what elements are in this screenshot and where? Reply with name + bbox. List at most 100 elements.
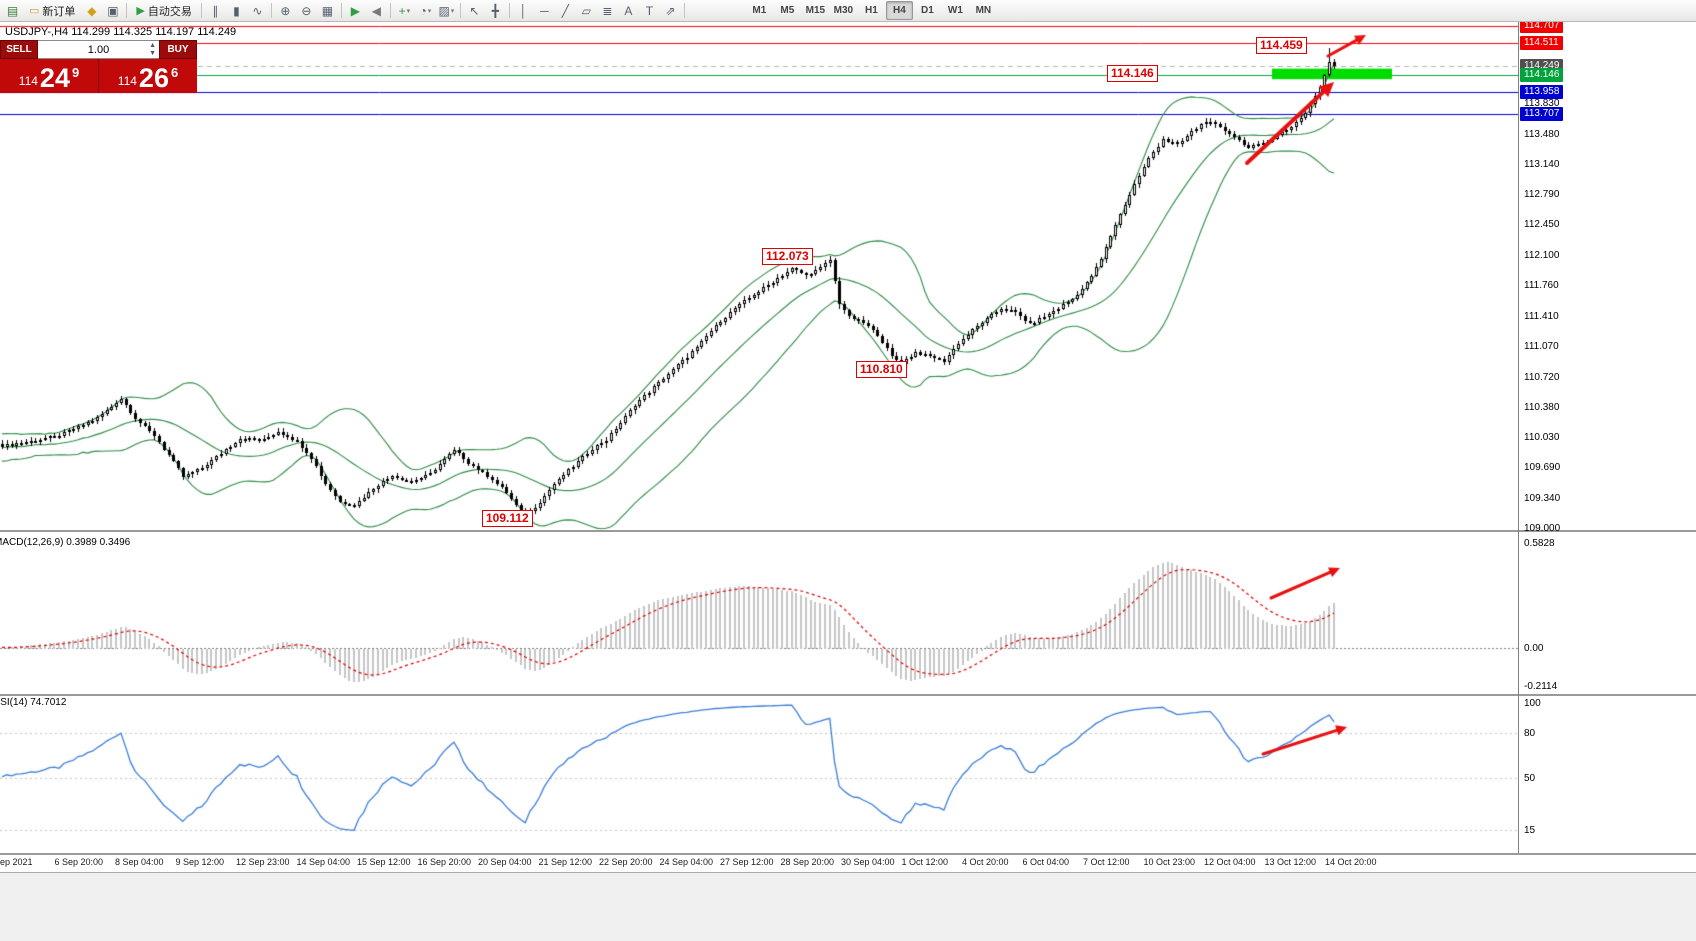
timeframe-d1[interactable]: D1 — [920, 5, 934, 16]
price-level-label-green[interactable]: 114.146 — [1520, 68, 1564, 83]
volume-value: 1.00 — [87, 43, 110, 56]
price-tick-label: 109.340 — [1524, 493, 1561, 505]
zoom-in-icon[interactable]: ⊕ — [275, 1, 296, 20]
rsi-indicator-label: RSI(14) 74.7012 — [0, 697, 67, 708]
crosshair-icon[interactable]: ╋ — [485, 1, 506, 20]
price-tick-label: 112.100 — [1524, 250, 1560, 262]
new-order-button-icon: ▭ — [29, 5, 40, 17]
main-macd-splitter[interactable] — [0, 530, 1696, 532]
profile-icon[interactable]: ▣ — [102, 1, 123, 20]
time-axis-label: 12 Oct 04:00 — [1204, 857, 1256, 867]
icon-glyph: ◀ — [371, 3, 381, 18]
buy-price-main: 26 — [138, 63, 169, 93]
toolbar-separator — [200, 3, 202, 18]
price-tick-label: 113.480 — [1524, 128, 1560, 140]
label-icon[interactable]: T — [639, 1, 660, 20]
new-order-button[interactable]: ▭ 新订单 — [23, 1, 81, 20]
vertical-line-icon[interactable]: │ — [513, 1, 534, 20]
icon-glyph: │ — [519, 3, 528, 18]
zoom-out-icon[interactable]: ⊖ — [296, 1, 317, 20]
horizontal-line-icon[interactable]: ─ — [534, 1, 555, 20]
icon-glyph: + — [398, 3, 406, 18]
time-axis-label: 21 Sep 12:00 — [538, 857, 593, 867]
icon-glyph: ≣ — [602, 3, 613, 18]
chart-shift-icon[interactable]: ◀ — [366, 1, 387, 20]
toolbar-separator — [389, 3, 391, 18]
price-annotation[interactable]: 114.146 — [1107, 65, 1158, 82]
one-click-trading-panel: SELL 1.00 ▲ ▼ BUY 114 24 9 114 26 6 — [0, 40, 197, 93]
sell-price-main: 24 — [39, 63, 70, 93]
timeframe-m1[interactable]: M1 — [752, 5, 767, 16]
trendline-icon[interactable]: ╱ — [555, 1, 576, 20]
buy-price-button[interactable]: 114 26 6 — [99, 59, 197, 93]
toolbar: ▤ ▭ 新订单 ◆ ▣ ▶ 自动交易 ∥ ▮ ∿ ⊕ ⊖ ▦ ▶ ◀ + ▾ ◔ ▾ ▨ ▾ ↖ ╋ │ ─ ╱ ▱ ≣ A T ⇗ M1 M… — [0, 0, 1696, 22]
text-icon[interactable]: A — [618, 1, 639, 20]
templates-icon[interactable]: ▨ ▾ — [436, 1, 457, 20]
autotrading-button-label: 自动交易 — [147, 5, 192, 18]
timeframe-w1[interactable]: W1 — [947, 5, 963, 16]
time-axis-label: 13 Oct 12:00 — [1264, 857, 1317, 867]
time-axis-label: 14 Oct 20:00 — [1325, 857, 1377, 867]
icon-glyph: ⇗ — [665, 3, 676, 18]
time-axis-label: 4 Oct 20:00 — [962, 857, 1009, 867]
dropdown-arrow-icon: ▾ — [450, 7, 455, 15]
timeframe-group: M1 M5 M15 M30 H1 H4 D1 W1 MN — [746, 1, 997, 20]
macd-scale-label: 0.5828 — [1524, 538, 1555, 550]
dropdown-arrow-icon: ▾ — [427, 7, 432, 15]
volume-field[interactable]: 1.00 ▲ ▼ — [38, 40, 159, 59]
indicators-icon[interactable]: + ▾ — [394, 1, 415, 20]
time-axis-label: 10 Oct 23:00 — [1143, 857, 1196, 867]
volume-up-icon[interactable]: ▲ — [149, 42, 156, 49]
price-level-label-blue[interactable]: 113.707 — [1520, 106, 1564, 121]
price-annotation[interactable]: 114.459 — [1256, 37, 1307, 54]
timeframe-m15[interactable]: M15 — [805, 5, 826, 16]
icon-glyph: ▤ — [6, 3, 19, 18]
cursor-icon[interactable]: ↖ — [464, 1, 485, 20]
volume-down-icon[interactable]: ▼ — [149, 50, 156, 57]
market-watch-icon[interactable]: ◆ — [81, 1, 102, 20]
time-axis-separator — [0, 853, 1696, 855]
tile-windows-icon[interactable]: ▦ — [317, 1, 338, 20]
price-annotation[interactable]: 109.112 — [482, 510, 533, 527]
time-axis-label: 27 Sep 12:00 — [720, 857, 774, 867]
timeframe-mn[interactable]: MN — [975, 5, 992, 16]
channel-icon[interactable]: ▱ — [576, 1, 597, 20]
price-level-label-red[interactable]: 114.511 — [1520, 36, 1563, 51]
time-axis-label: 20 Sep 04:00 — [478, 857, 532, 867]
price-tick-label: 111.410 — [1524, 310, 1559, 322]
sell-button[interactable]: SELL — [0, 40, 38, 59]
icon-glyph: ▨ — [438, 3, 450, 18]
buy-button[interactable]: BUY — [159, 40, 197, 59]
rsi-scale-label: 80 — [1524, 727, 1536, 739]
chart-ohlc-header: USDJPY-,H4 114.299 114.325 114.197 114.2… — [5, 26, 237, 38]
time-axis-label: 24 Sep 04:00 — [659, 857, 714, 867]
price-level-label-blue[interactable]: 113.958 — [1520, 84, 1564, 99]
time-axis-label: 12 Sep 23:00 — [236, 857, 290, 867]
volume-spinner[interactable]: ▲ ▼ — [149, 42, 156, 58]
periods-icon[interactable]: ◔ ▾ — [415, 1, 436, 20]
timeframe-m30[interactable]: M30 — [833, 5, 854, 16]
price-annotation[interactable]: 112.073 — [762, 248, 813, 265]
bar-chart-icon[interactable]: ∥ — [205, 1, 226, 20]
price-tick-label: 110.030 — [1524, 432, 1560, 444]
line-chart-icon[interactable]: ∿ — [247, 1, 268, 20]
autotrading-button[interactable]: ▶ 自动交易 — [130, 1, 197, 20]
sell-price-button[interactable]: 114 24 9 — [0, 59, 99, 93]
price-level-label-red[interactable]: 114.707 — [1520, 18, 1564, 33]
arrows-tool-icon[interactable]: ⇗ — [660, 1, 681, 20]
macd-indicator-label: MACD(12,26,9) 0.3989 0.3496 — [0, 537, 131, 548]
timeframe-h1[interactable]: H1 — [864, 5, 878, 16]
new-chart-icon[interactable]: ▤ — [2, 1, 23, 20]
chart-canvas[interactable] — [0, 22, 1518, 853]
timeframe-m5[interactable]: M5 — [780, 5, 795, 16]
fibonacci-icon[interactable]: ≣ — [597, 1, 618, 20]
toolbar-separator — [126, 3, 128, 18]
price-tick-label: 111.760 — [1524, 280, 1559, 292]
price-annotation[interactable]: 110.810 — [856, 361, 907, 378]
trade-prices-row: 114 24 9 114 26 6 — [0, 59, 197, 93]
candlestick-chart-icon[interactable]: ▮ — [226, 1, 247, 20]
macd-rsi-splitter[interactable] — [0, 694, 1696, 696]
time-axis-label: 14 Sep 04:00 — [296, 857, 351, 867]
timeframe-h4[interactable]: H4 — [885, 1, 913, 20]
auto-scroll-icon[interactable]: ▶ — [345, 1, 366, 20]
